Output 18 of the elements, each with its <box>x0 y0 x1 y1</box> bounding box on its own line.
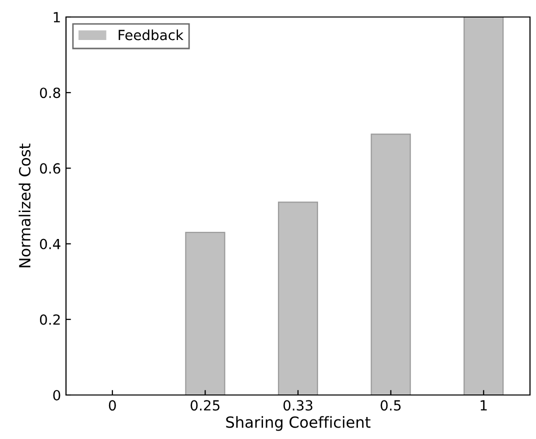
y-tick-label: 0 <box>53 390 60 400</box>
y-tick-label: 0.2 <box>40 314 60 325</box>
y-tick-label: 1 <box>54 12 60 22</box>
bar <box>370 134 411 395</box>
bar <box>185 232 226 395</box>
x-tick-label: 0.33 <box>283 400 312 411</box>
x-tick-label: 0 <box>108 400 116 411</box>
y-tick-label: 0.6 <box>40 163 60 174</box>
legend-label: Feedback <box>118 30 184 40</box>
x-axis-title: Sharing Coefficient <box>226 416 370 431</box>
y-tick-label: 0.4 <box>40 238 60 250</box>
x-tick-label: 0.5 <box>380 400 401 411</box>
x-tick-label: 1 <box>480 400 487 410</box>
bar <box>464 17 504 395</box>
y-axis-title: Normalized Cost <box>18 144 31 268</box>
bar <box>278 202 318 395</box>
x-tick-label: 0.25 <box>190 400 220 411</box>
y-tick-label: 0.8 <box>40 88 60 98</box>
